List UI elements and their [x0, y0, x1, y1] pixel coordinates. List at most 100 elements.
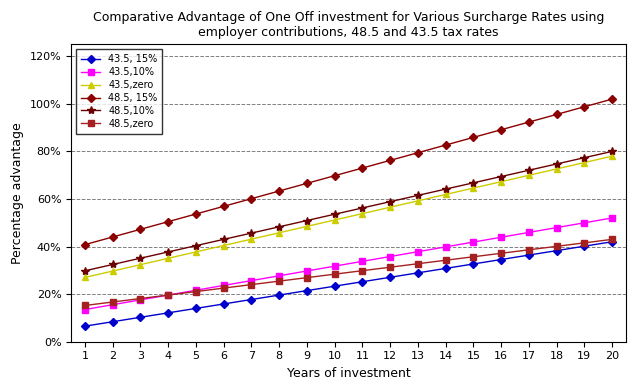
48.5,10%	[248, 231, 255, 235]
43.5,zero	[164, 256, 172, 261]
43.5, 15%	[359, 280, 366, 284]
48.5,zero	[303, 275, 311, 280]
48.5, 15%	[386, 158, 394, 163]
Line: 43.5,10%: 43.5,10%	[82, 215, 615, 312]
48.5, 15%	[248, 196, 255, 201]
48.5,10%	[81, 268, 89, 273]
43.5,zero	[220, 243, 227, 248]
X-axis label: Years of investment: Years of investment	[287, 367, 410, 380]
48.5,10%	[303, 218, 311, 223]
43.5,10%	[497, 235, 505, 240]
48.5, 15%	[331, 173, 338, 178]
43.5,zero	[386, 205, 394, 210]
43.5, 15%	[303, 288, 311, 293]
48.5, 15%	[164, 219, 172, 224]
48.5,zero	[109, 300, 117, 304]
48.5,zero	[580, 240, 588, 245]
Title: Comparative Advantage of One Off investment for Various Surcharge Rates using
em: Comparative Advantage of One Off investm…	[93, 11, 605, 39]
48.5, 15%	[553, 112, 561, 117]
48.5,10%	[386, 199, 394, 204]
48.5,zero	[192, 289, 200, 294]
43.5, 15%	[137, 315, 145, 319]
48.5,10%	[608, 149, 616, 154]
43.5,10%	[580, 221, 588, 225]
48.5,zero	[137, 296, 145, 301]
48.5, 15%	[414, 151, 422, 155]
48.5, 15%	[608, 97, 616, 102]
48.5, 15%	[469, 135, 477, 140]
43.5,10%	[331, 264, 338, 269]
48.5,zero	[359, 268, 366, 273]
43.5, 15%	[497, 257, 505, 262]
43.5, 15%	[331, 284, 338, 289]
43.5,10%	[164, 293, 172, 298]
43.5,10%	[303, 269, 311, 273]
48.5,10%	[497, 174, 505, 179]
43.5,10%	[359, 259, 366, 264]
48.5, 15%	[192, 212, 200, 216]
43.5,10%	[109, 302, 117, 307]
43.5,zero	[414, 199, 422, 203]
48.5,10%	[580, 155, 588, 160]
Y-axis label: Percentage advantage: Percentage advantage	[11, 122, 24, 264]
43.5,10%	[386, 254, 394, 259]
43.5,10%	[248, 278, 255, 283]
43.5,10%	[469, 240, 477, 244]
Line: 48.5,zero: 48.5,zero	[82, 237, 615, 308]
43.5, 15%	[81, 324, 89, 328]
48.5, 15%	[220, 204, 227, 209]
43.5,zero	[248, 237, 255, 242]
43.5,zero	[192, 249, 200, 254]
48.5, 15%	[580, 104, 588, 109]
48.5,zero	[608, 237, 616, 242]
43.5,zero	[580, 160, 588, 165]
43.5,10%	[275, 273, 283, 278]
48.5, 15%	[275, 189, 283, 194]
43.5,zero	[442, 192, 450, 197]
43.5,zero	[109, 269, 117, 273]
43.5,10%	[414, 249, 422, 254]
48.5,10%	[192, 243, 200, 248]
48.5,zero	[164, 293, 172, 298]
48.5,zero	[248, 282, 255, 287]
43.5,zero	[303, 224, 311, 229]
43.5,zero	[275, 230, 283, 235]
48.5,10%	[164, 249, 172, 254]
43.5, 15%	[553, 248, 561, 253]
43.5,10%	[81, 307, 89, 312]
43.5,10%	[442, 244, 450, 249]
48.5,zero	[553, 244, 561, 249]
43.5, 15%	[220, 301, 227, 306]
48.5,10%	[359, 206, 366, 210]
48.5,10%	[525, 168, 533, 172]
48.5, 15%	[137, 227, 145, 231]
43.5, 15%	[248, 297, 255, 302]
48.5,zero	[414, 262, 422, 266]
43.5, 15%	[192, 306, 200, 311]
43.5, 15%	[386, 275, 394, 280]
43.5,zero	[331, 218, 338, 222]
48.5,10%	[220, 237, 227, 242]
48.5,zero	[220, 286, 227, 291]
48.5, 15%	[359, 166, 366, 170]
43.5,10%	[553, 225, 561, 230]
48.5,10%	[553, 161, 561, 166]
48.5,zero	[442, 258, 450, 263]
43.5, 15%	[414, 271, 422, 275]
43.5,10%	[220, 283, 227, 288]
48.5,10%	[137, 256, 145, 260]
43.5, 15%	[442, 266, 450, 271]
48.5,zero	[275, 279, 283, 283]
Line: 48.5,10%: 48.5,10%	[81, 147, 616, 275]
43.5,zero	[81, 275, 89, 280]
Legend: 43.5, 15%, 43.5,10%, 43.5,zero, 48.5, 15%, 48.5,10%, 48.5,zero: 43.5, 15%, 43.5,10%, 43.5,zero, 48.5, 15…	[76, 49, 162, 134]
43.5,zero	[497, 179, 505, 184]
43.5, 15%	[580, 244, 588, 249]
Line: 48.5, 15%: 48.5, 15%	[82, 96, 615, 248]
48.5,10%	[414, 193, 422, 198]
48.5,zero	[469, 255, 477, 259]
48.5,zero	[81, 303, 89, 308]
48.5,zero	[386, 265, 394, 269]
43.5,zero	[137, 262, 145, 267]
48.5,zero	[525, 248, 533, 252]
